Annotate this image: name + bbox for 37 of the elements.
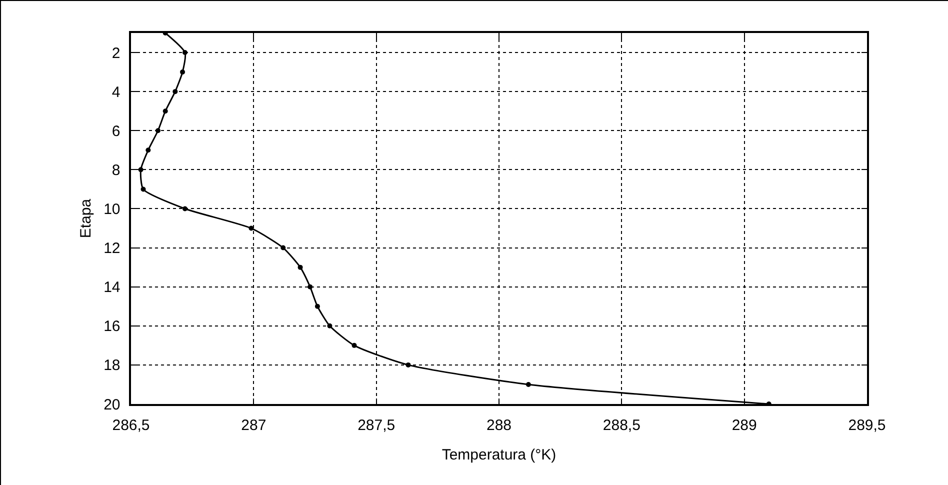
y-tick-label: 2: [112, 44, 120, 62]
point: [155, 128, 160, 134]
point: [526, 382, 531, 387]
y-tick-label: 16: [104, 318, 120, 336]
point: [140, 186, 146, 192]
y-tick-label: 8: [112, 162, 120, 179]
y-tick-label: 18: [104, 357, 120, 374]
point: [314, 304, 320, 309]
x-tick-label: 289: [732, 416, 757, 434]
x-axis-title: Temperatura (°K): [442, 446, 556, 464]
y-tick-label: 12: [104, 240, 120, 258]
y-tick-label: 10: [104, 200, 120, 218]
x-tick-label: 287: [241, 416, 266, 434]
point: [146, 148, 151, 153]
point: [327, 323, 332, 328]
point: [162, 108, 168, 114]
point: [280, 245, 286, 250]
point: [406, 362, 411, 368]
x-tick-label: 286,5: [112, 416, 150, 434]
point: [180, 70, 186, 75]
point: [308, 284, 313, 290]
x-tick-label: 289,5: [848, 416, 886, 434]
y-axis-title: Etapa: [78, 198, 94, 238]
point: [298, 264, 303, 270]
point: [352, 342, 357, 348]
y-tick-label: 4: [112, 84, 120, 101]
point: [172, 89, 178, 94]
x-tick-label: 288,5: [602, 416, 640, 434]
y-tick-label: 20: [104, 396, 120, 414]
y-tick-label: 14: [104, 279, 120, 296]
x-tick-label: 288: [486, 416, 512, 434]
point: [182, 50, 188, 56]
point: [248, 226, 254, 231]
point: [182, 206, 188, 212]
y-tick-label: 6: [112, 122, 120, 140]
x-tick-label: 287,5: [358, 416, 396, 434]
point: [138, 167, 144, 172]
